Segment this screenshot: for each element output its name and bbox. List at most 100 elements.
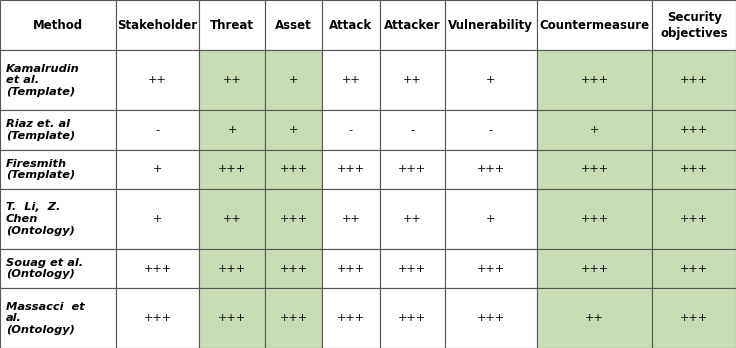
Bar: [652, 249, 736, 288]
Text: Attacker: Attacker: [384, 19, 441, 32]
Bar: [116, 288, 199, 348]
Bar: [322, 50, 380, 110]
Bar: [116, 0, 199, 50]
Text: +++: +++: [144, 313, 171, 323]
Text: Kamalrudin
et al.
(Template): Kamalrudin et al. (Template): [6, 64, 79, 97]
Bar: [265, 189, 322, 249]
Text: +++: +++: [398, 264, 426, 274]
Bar: [0, 110, 116, 150]
Bar: [537, 249, 652, 288]
Text: +++: +++: [218, 165, 246, 174]
Text: +++: +++: [680, 214, 708, 224]
Bar: [265, 150, 322, 189]
Bar: [265, 0, 322, 50]
Bar: [116, 150, 199, 189]
Bar: [0, 249, 116, 288]
Text: ++: ++: [223, 214, 241, 224]
Text: -: -: [349, 125, 353, 135]
Text: +++: +++: [280, 313, 308, 323]
Text: -: -: [410, 125, 414, 135]
Text: +++: +++: [144, 264, 171, 274]
Bar: [652, 110, 736, 150]
Text: ++: ++: [585, 313, 604, 323]
Bar: [445, 288, 537, 348]
Bar: [322, 249, 380, 288]
Bar: [652, 50, 736, 110]
Text: +++: +++: [581, 214, 609, 224]
Text: +++: +++: [398, 165, 426, 174]
Bar: [322, 288, 380, 348]
Text: ++: ++: [342, 214, 360, 224]
Text: Countermeasure: Countermeasure: [539, 19, 650, 32]
Bar: [380, 50, 445, 110]
Text: +++: +++: [581, 75, 609, 85]
Text: +++: +++: [477, 313, 505, 323]
Bar: [445, 189, 537, 249]
Bar: [199, 288, 265, 348]
Bar: [199, 249, 265, 288]
Text: +++: +++: [581, 165, 609, 174]
Text: ++: ++: [223, 75, 241, 85]
Bar: [445, 50, 537, 110]
Bar: [380, 189, 445, 249]
Bar: [445, 249, 537, 288]
Text: ++: ++: [342, 75, 360, 85]
Bar: [537, 110, 652, 150]
Text: ++: ++: [148, 75, 167, 85]
Bar: [445, 0, 537, 50]
Text: +++: +++: [477, 165, 505, 174]
Bar: [116, 110, 199, 150]
Bar: [0, 189, 116, 249]
Text: Threat: Threat: [210, 19, 254, 32]
Text: +++: +++: [337, 165, 365, 174]
Text: -: -: [489, 125, 493, 135]
Text: +++: +++: [680, 75, 708, 85]
Text: +: +: [153, 214, 162, 224]
Bar: [380, 288, 445, 348]
Bar: [0, 150, 116, 189]
Text: Vulnerability: Vulnerability: [448, 19, 534, 32]
Bar: [265, 50, 322, 110]
Bar: [652, 189, 736, 249]
Bar: [0, 0, 116, 50]
Text: +++: +++: [398, 313, 426, 323]
Text: Stakeholder: Stakeholder: [118, 19, 197, 32]
Bar: [445, 150, 537, 189]
Bar: [0, 288, 116, 348]
Text: +++: +++: [280, 165, 308, 174]
Bar: [652, 0, 736, 50]
Text: +++: +++: [337, 313, 365, 323]
Text: +++: +++: [680, 165, 708, 174]
Text: +++: +++: [337, 264, 365, 274]
Text: +++: +++: [680, 125, 708, 135]
Bar: [537, 288, 652, 348]
Bar: [652, 288, 736, 348]
Bar: [265, 110, 322, 150]
Text: +: +: [289, 125, 298, 135]
Bar: [445, 110, 537, 150]
Bar: [265, 249, 322, 288]
Bar: [116, 189, 199, 249]
Bar: [265, 288, 322, 348]
Bar: [537, 150, 652, 189]
Text: +: +: [486, 214, 495, 224]
Text: +++: +++: [218, 313, 246, 323]
Bar: [537, 0, 652, 50]
Bar: [537, 189, 652, 249]
Text: +++: +++: [680, 313, 708, 323]
Bar: [199, 189, 265, 249]
Text: +: +: [486, 75, 495, 85]
Text: Asset: Asset: [275, 19, 312, 32]
Text: +++: +++: [218, 264, 246, 274]
Text: +++: +++: [477, 264, 505, 274]
Text: -: -: [155, 125, 160, 135]
Bar: [322, 110, 380, 150]
Bar: [322, 150, 380, 189]
Text: Attack: Attack: [329, 19, 372, 32]
Bar: [199, 110, 265, 150]
Text: Massacci  et
al.
(Ontology): Massacci et al. (Ontology): [6, 302, 85, 335]
Text: +++: +++: [280, 214, 308, 224]
Text: +: +: [227, 125, 237, 135]
Text: +: +: [153, 165, 162, 174]
Text: Method: Method: [32, 19, 83, 32]
